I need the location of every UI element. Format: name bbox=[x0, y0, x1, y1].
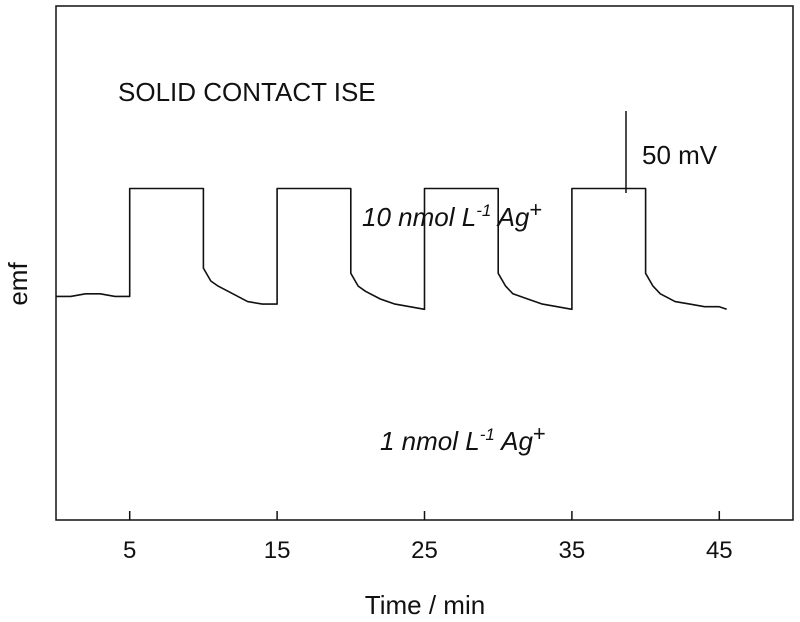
x-axis-ticks: 5 15 25 35 45 bbox=[123, 511, 733, 564]
x-tick-label: 35 bbox=[559, 537, 586, 564]
x-tick-label: 25 bbox=[411, 537, 438, 564]
series-group bbox=[56, 187, 727, 311]
scale-bar-label: 50 mV bbox=[642, 140, 718, 170]
annotation-low-concentration: 1 nmol L-1 Ag+ bbox=[380, 421, 546, 456]
x-tick-label: 5 bbox=[123, 537, 136, 564]
x-tick-label: 45 bbox=[706, 537, 733, 564]
x-tick-label: 15 bbox=[264, 537, 291, 564]
emf-trace-line bbox=[56, 187, 727, 311]
annotation-high-concentration: 10 nmol L-1 Ag+ bbox=[362, 197, 542, 232]
x-axis-label: Time / min bbox=[365, 590, 485, 620]
y-axis-label: emf bbox=[3, 262, 33, 306]
chart-title: SOLID CONTACT ISE bbox=[118, 77, 376, 107]
